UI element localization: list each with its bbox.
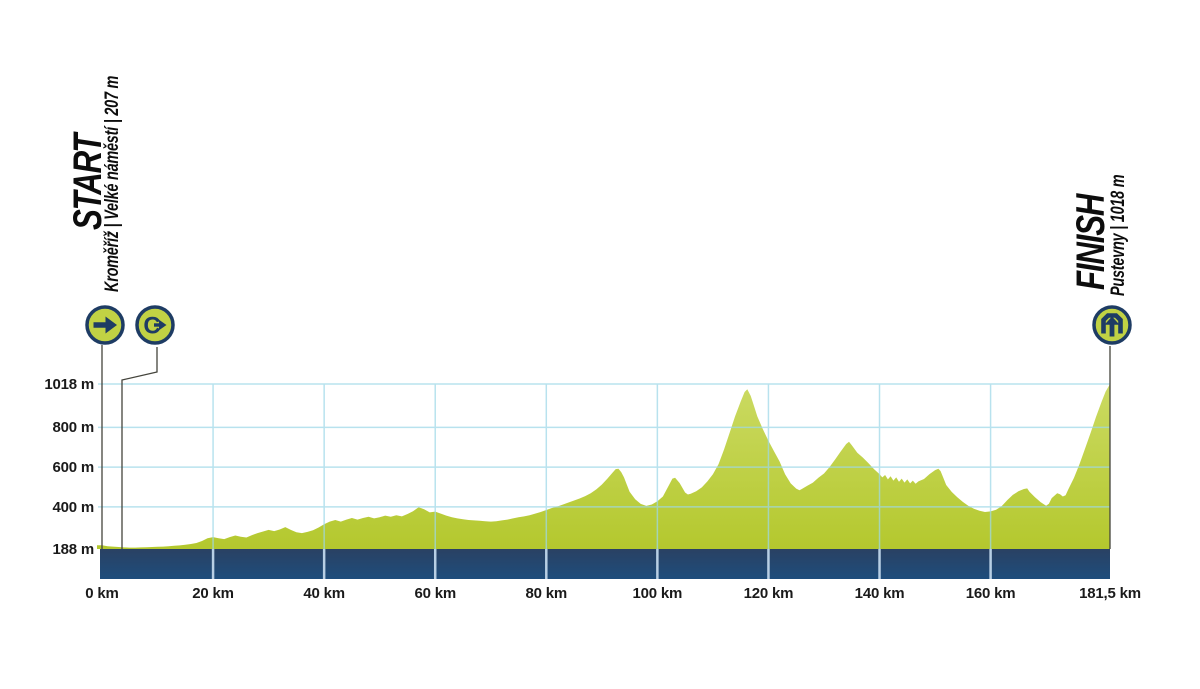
- x-tick-label: 20 km: [192, 585, 234, 602]
- band-separators: [211, 549, 992, 579]
- finish-gate-icon: [1092, 305, 1132, 345]
- finish-location: Pustevny | 1018 m: [1108, 174, 1129, 296]
- x-tick-label: 60 km: [414, 585, 456, 602]
- x-tick-label: 120 km: [743, 585, 794, 602]
- svg-text:C: C: [143, 313, 160, 340]
- x-tick-label: 0 km: [85, 585, 119, 602]
- y-tick-label: 600 m: [52, 459, 94, 477]
- elevation-area: [97, 384, 1110, 549]
- x-tick-label: 181,5 km: [1079, 585, 1141, 602]
- distance-band: [100, 549, 1110, 579]
- x-tick-label: 160 km: [965, 585, 1016, 602]
- y-tick-label: 800 m: [52, 419, 94, 437]
- circuit-c-icon: C: [135, 305, 175, 345]
- gridlines: [98, 383, 1110, 549]
- x-tick-label: 100 km: [632, 585, 683, 602]
- finish-label: FINISH: [1069, 194, 1113, 290]
- y-tick-label: 1018 m: [44, 376, 94, 393]
- x-tick-label: 40 km: [303, 585, 345, 602]
- x-tick-label: 140 km: [854, 585, 905, 602]
- marker-leader-lines: [101, 345, 1111, 549]
- start-location: Kroměříž | Velké náměstí | 207 m: [102, 75, 123, 292]
- direction-arrow-icon: [85, 305, 125, 345]
- y-tick-label: 400 m: [52, 498, 94, 516]
- x-tick-label: 80 km: [525, 585, 568, 602]
- y-tick-label: 188 m: [52, 541, 94, 558]
